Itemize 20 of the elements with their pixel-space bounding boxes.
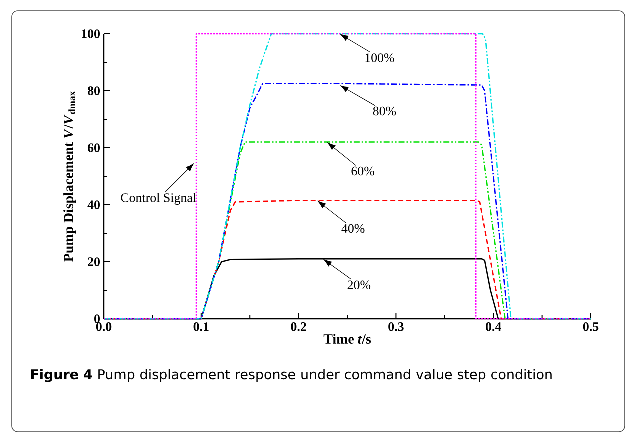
annotation: 60% (352, 166, 374, 176)
y-tick-label: 100 (82, 30, 100, 38)
y-tick-label: 40 (88, 200, 100, 210)
annotation: 80% (373, 106, 396, 116)
y-tick-label: 80 (88, 86, 100, 96)
x-tick-label: 0.2 (291, 322, 306, 332)
annotation: 100% (366, 54, 394, 62)
x-tick-label: 0.3 (388, 322, 404, 332)
y-tick-label: 0 (94, 314, 100, 324)
y-tick-label: 60 (88, 144, 100, 152)
x-tick-label: 0.0 (96, 322, 112, 332)
annotation: 40% (342, 224, 365, 234)
x-tick-label: 0.5 (583, 322, 599, 332)
x-axis-title: Time t/s (324, 334, 372, 344)
x-tick-label: 0.1 (194, 322, 209, 332)
x-tick-label: 0.4 (486, 322, 502, 332)
y-tick-label: 20 (88, 258, 100, 266)
text: Figure 4 Pump displacement response under command value step condition (31, 369, 552, 382)
annotation: Control Signal (121, 193, 196, 205)
annotation: 20% (348, 280, 371, 290)
